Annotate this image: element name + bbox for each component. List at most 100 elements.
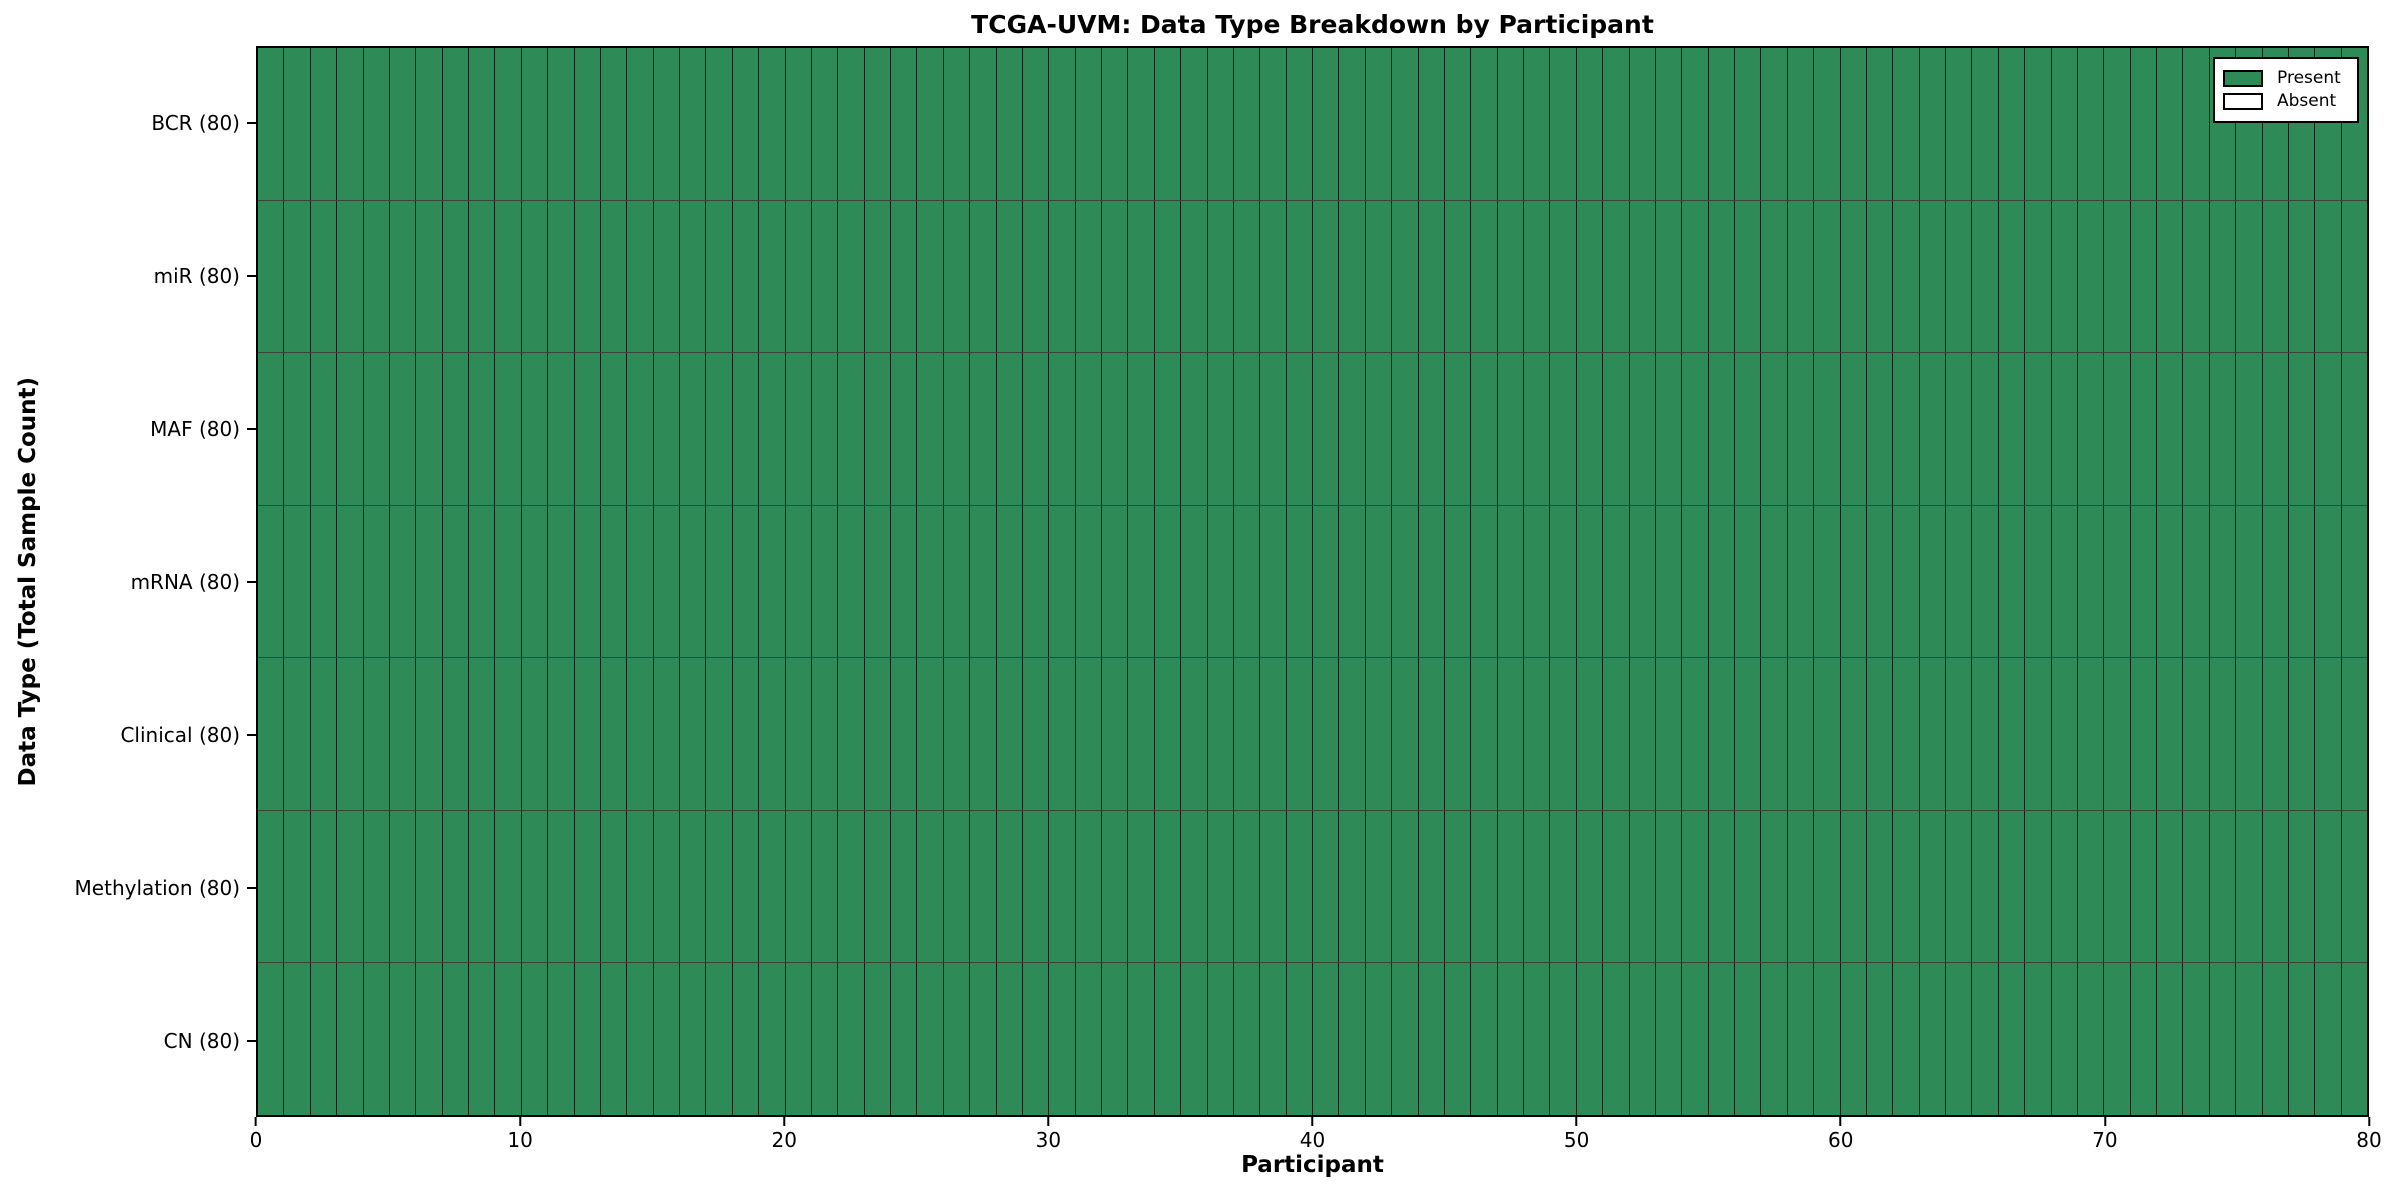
- heatmap-cell: [1444, 505, 1472, 658]
- heatmap-cell: [442, 200, 469, 353]
- heatmap-cell: [600, 353, 628, 505]
- y-tick: Clinical (80): [120, 723, 256, 747]
- heatmap-cell: [1128, 353, 1155, 505]
- heatmap-cell: [1365, 200, 1393, 353]
- heatmap-cell: [1233, 200, 1261, 353]
- heatmap-cell: [1339, 658, 1366, 810]
- heatmap-cell: [1998, 353, 2026, 505]
- heatmap-cell: [337, 505, 364, 658]
- heatmap-cell: [653, 200, 680, 353]
- heatmap-cell: [1761, 658, 1788, 810]
- heatmap-cell: [943, 505, 971, 658]
- heatmap-cell: [732, 353, 760, 505]
- heatmap-cell: [1998, 505, 2026, 658]
- heatmap-cell: [416, 48, 443, 200]
- x-tick-mark: [1047, 1117, 1050, 1126]
- heatmap-cell: [1787, 658, 1815, 810]
- y-tick-mark: [247, 1039, 256, 1042]
- heatmap-cell: [996, 963, 1023, 1116]
- heatmap-cell: [1629, 48, 1656, 200]
- heatmap-cell: [1022, 810, 1050, 963]
- x-tick-label: 70: [2092, 1128, 2118, 1152]
- heatmap-cell: [1576, 48, 1604, 200]
- heatmap-cell: [1207, 505, 1234, 658]
- heatmap-cell: [1576, 200, 1604, 353]
- heatmap-cell: [864, 658, 891, 810]
- heatmap-cell: [891, 353, 918, 505]
- heatmap-cell: [1392, 658, 1419, 810]
- heatmap-cell: [1365, 505, 1393, 658]
- y-tick-mark: [247, 733, 256, 736]
- heatmap-cell: [811, 810, 839, 963]
- heatmap-cell: [337, 353, 364, 505]
- y-tick-label: Clinical (80): [120, 722, 240, 747]
- heatmap-cell: [759, 353, 786, 505]
- heatmap-cell: [1708, 810, 1735, 963]
- heatmap-cell: [680, 810, 707, 963]
- heatmap-cell: [1286, 658, 1313, 810]
- heatmap-cell: [2262, 200, 2289, 353]
- heatmap-cell: [1286, 48, 1313, 200]
- heatmap-cell: [600, 48, 628, 200]
- heatmap-cell: [416, 658, 443, 810]
- heatmap-cell: [1787, 200, 1815, 353]
- heatmap-cell: [1207, 353, 1234, 505]
- heatmap-cell: [1392, 48, 1419, 200]
- heatmap-cell: [2288, 963, 2316, 1116]
- heatmap-cell: [258, 353, 285, 505]
- heatmap-cell: [1471, 353, 1498, 505]
- heatmap-cell: [759, 200, 786, 353]
- heatmap-cell: [2209, 658, 2237, 810]
- heatmap-cell: [310, 658, 338, 810]
- heatmap-cell: [1603, 963, 1630, 1116]
- heatmap-cell: [1154, 200, 1182, 353]
- heatmap-cell: [811, 353, 839, 505]
- heatmap-cell: [1524, 200, 1551, 353]
- heatmap-cell: [2288, 658, 2316, 810]
- heatmap-cell: [2341, 505, 2367, 658]
- heatmap-cell: [1154, 505, 1182, 658]
- y-tick-mark: [247, 886, 256, 889]
- heatmap-cell: [2236, 658, 2263, 810]
- heatmap-cell: [1313, 658, 1340, 810]
- heatmap-cell: [1207, 963, 1234, 1116]
- heatmap-cell: [1629, 505, 1656, 658]
- heatmap-cell: [1128, 810, 1155, 963]
- heatmap-cell: [917, 963, 944, 1116]
- heatmap-row: [258, 963, 2367, 1116]
- y-tick-label: CN (80): [163, 1028, 240, 1053]
- heatmap-cell: [1655, 48, 1683, 200]
- heatmap-cell: [1444, 353, 1472, 505]
- heatmap-cell: [1550, 353, 1577, 505]
- heatmap-cell: [1365, 353, 1393, 505]
- heatmap-cell: [600, 810, 628, 963]
- heatmap-cell: [653, 810, 680, 963]
- y-tick: BCR (80): [151, 111, 256, 135]
- heatmap-cell: [2051, 658, 2078, 810]
- heatmap-cell: [1787, 810, 1815, 963]
- heatmap-cell: [1313, 963, 1340, 1116]
- heatmap-cell: [1524, 810, 1551, 963]
- heatmap-cell: [706, 963, 733, 1116]
- heatmap-cell: [1260, 658, 1287, 810]
- heatmap-row: [258, 48, 2367, 201]
- heatmap-cell: [759, 505, 786, 658]
- y-tick-label: BCR (80): [151, 110, 240, 135]
- heatmap-cell: [1629, 963, 1656, 1116]
- heatmap-cell: [469, 963, 496, 1116]
- heatmap-cell: [363, 353, 390, 505]
- heatmap-cell: [1919, 658, 1946, 810]
- heatmap-cell: [2209, 963, 2237, 1116]
- heatmap-cell: [653, 963, 680, 1116]
- heatmap-cell: [363, 963, 390, 1116]
- heatmap-cell: [1893, 48, 1920, 200]
- heatmap-cell: [2315, 505, 2342, 658]
- x-tick-mark: [1575, 1117, 1578, 1126]
- heatmap-cell: [1946, 353, 1973, 505]
- heatmap-cell: [838, 353, 865, 505]
- chart-title: TCGA-UVM: Data Type Breakdown by Partici…: [971, 10, 1654, 39]
- heatmap-cell: [732, 505, 760, 658]
- heatmap-cell: [1840, 505, 1867, 658]
- heatmap-cell: [258, 658, 285, 810]
- heatmap-cell: [1049, 505, 1076, 658]
